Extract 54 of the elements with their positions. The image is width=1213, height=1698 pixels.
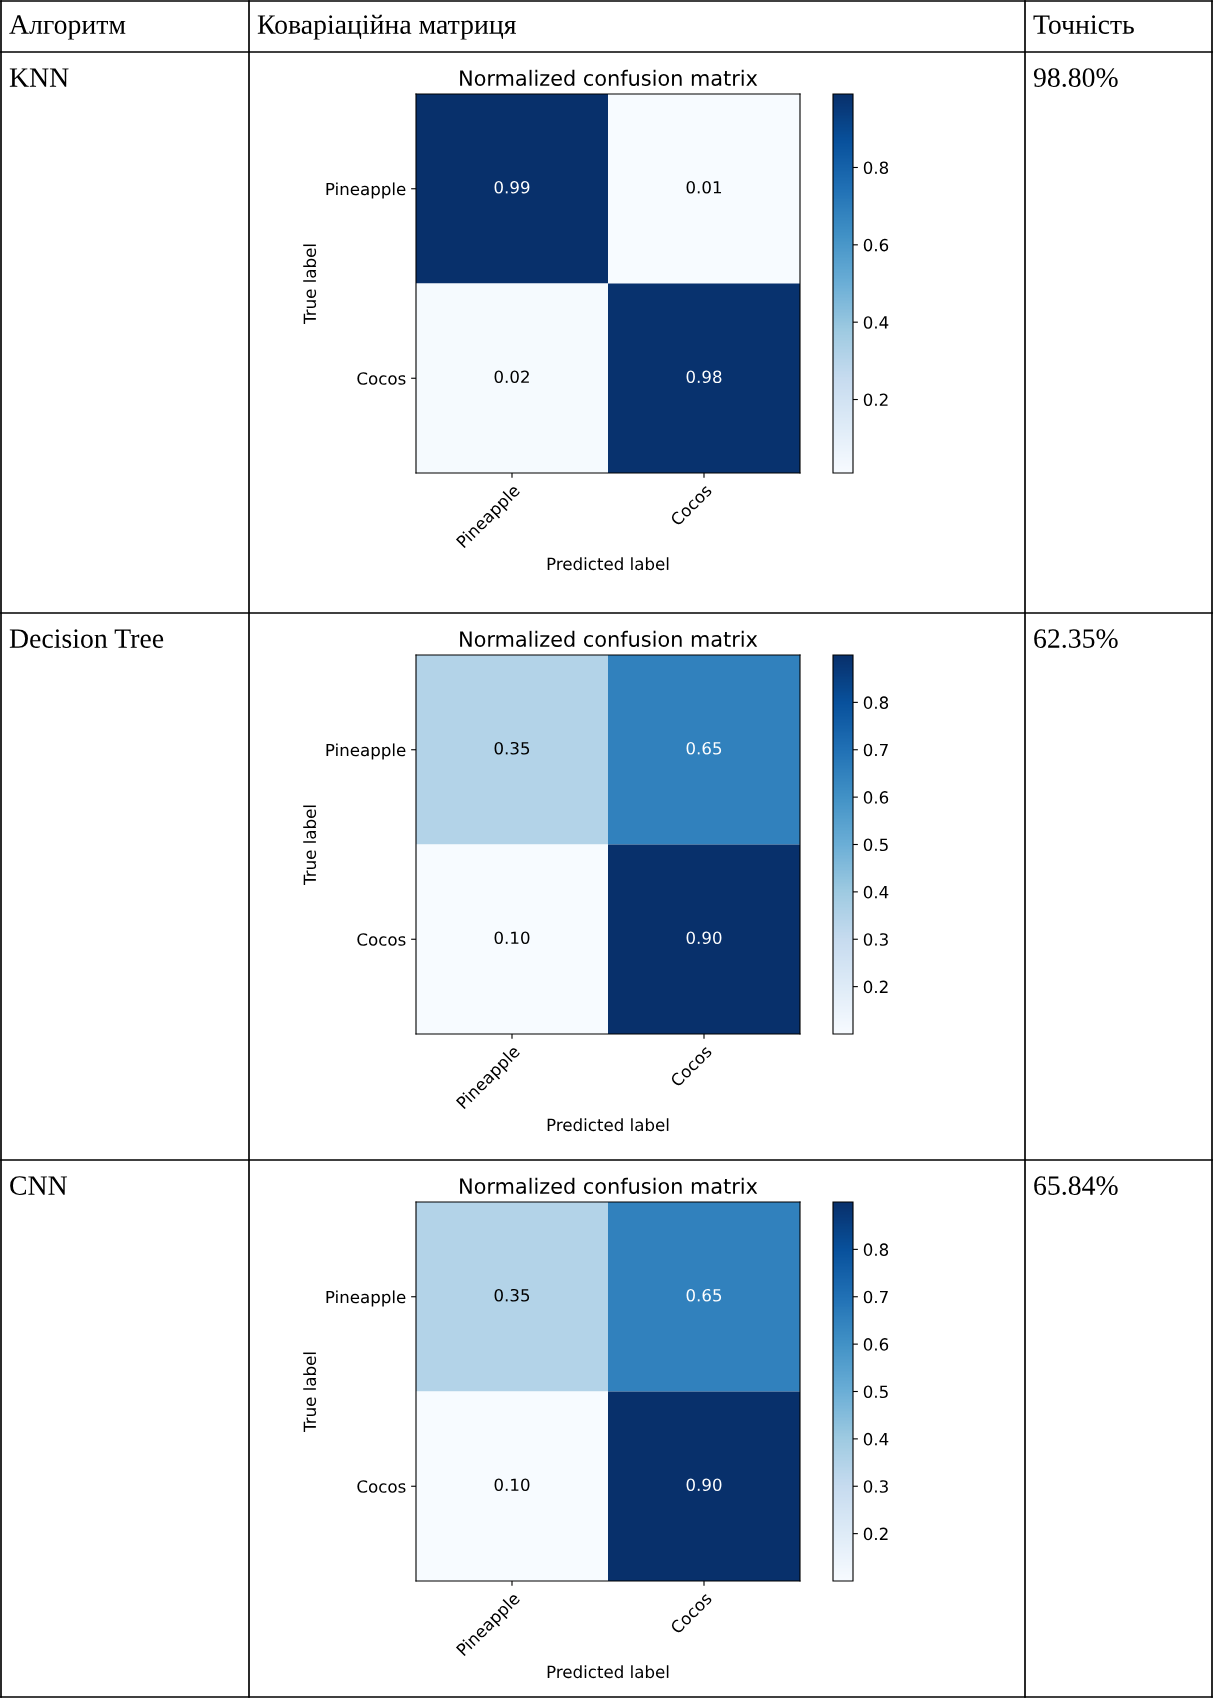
text: KNN [9,68,69,87]
y-tick-label: Pineapple [326,182,406,199]
y-tick-label: Cocos [357,1480,406,1493]
text: 65.84% [1034,1176,1118,1196]
color-bar-label: 0.2 [863,393,888,407]
color-bar-label: 0.6 [863,1338,889,1351]
color-bar-label: 0.5 [863,838,888,852]
x-axis-title: Predicted label [547,1665,669,1679]
data-label: 0.90 [686,931,722,945]
x-axis-title: Predicted label [547,557,669,571]
chart-title: Normalized confusion matrix [460,630,758,647]
color-bar-label: 0.7 [863,743,888,757]
text: CNN [10,1176,68,1195]
color-bar-label: 0.3 [863,1480,888,1493]
text: 98.80% [1033,68,1118,88]
y-tick-label: Cocos [357,372,406,385]
color-bar-label: 0.4 [863,885,889,899]
color-bar-label: 0.5 [863,1385,888,1399]
y-tick-label: Pineapple [326,1290,406,1307]
color-bar-label: 0.6 [863,238,889,252]
color-bar-label: 0.3 [863,933,888,946]
y-axis-title: True label [303,244,317,325]
color-bar-label: 0.2 [863,1527,888,1541]
color-bar-label: 0.8 [863,1243,889,1256]
y-tick-label: Cocos [357,933,406,946]
data-label: 0.02 [494,370,529,384]
color-bar-label: 0.6 [863,791,889,804]
data-label: 0.65 [686,1288,722,1302]
data-label: 0.35 [494,1288,530,1302]
text: Коваріаційна матриця [257,14,516,40]
x-axis-title: Predicted label [547,1118,669,1132]
data-label: 0.10 [494,1478,530,1492]
chart-title: Normalized confusion matrix [460,69,758,86]
data-label: 0.01 [686,180,722,194]
color-bar-label: 0.7 [863,1290,888,1304]
color-bar-label: 0.4 [863,1432,889,1446]
color-bar-label: 0.8 [863,696,889,709]
chart-title: Normalized confusion matrix [460,1177,758,1194]
y-axis-title: True label [303,1352,317,1433]
color-bar-label: 0.2 [863,980,888,994]
data-label: 0.10 [494,931,530,945]
data-label: 0.65 [686,741,722,755]
color-bar-label: 0.4 [863,316,889,329]
text: Точність [1033,15,1134,34]
y-axis-title: True label [303,805,317,886]
data-label: 0.90 [686,1478,722,1492]
text: 62.35% [1034,629,1118,649]
text: Decision Tree [9,629,164,648]
data-label: 0.98 [686,370,722,384]
y-tick-label: Pineapple [326,743,406,760]
color-bar-label: 0.8 [863,161,889,175]
data-label: 0.35 [494,741,530,755]
text: Алгоритм [9,15,126,40]
data-label: 0.99 [494,180,530,194]
